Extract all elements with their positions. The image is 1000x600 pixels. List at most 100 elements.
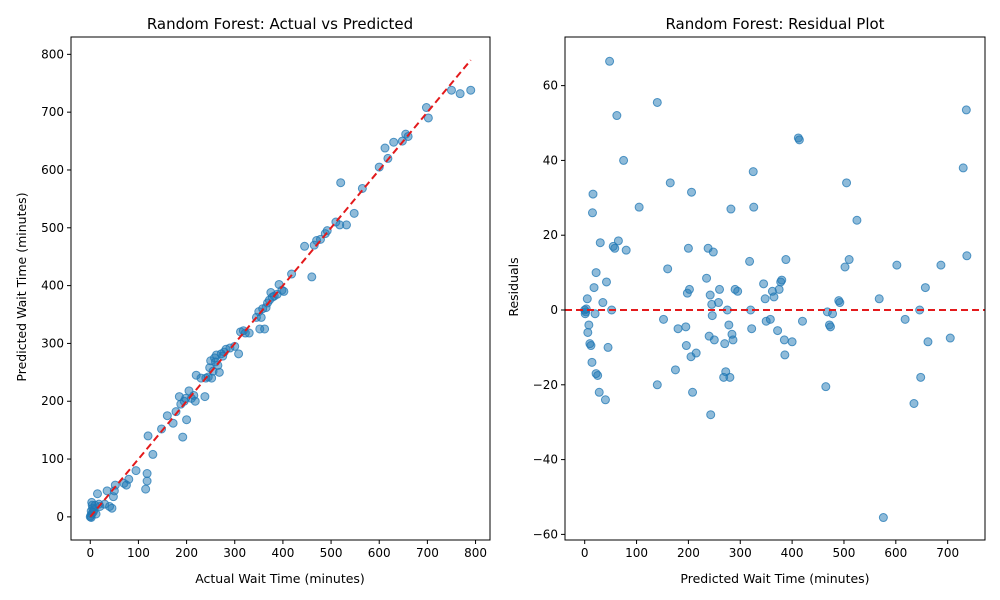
data-point — [380, 143, 390, 153]
data-point — [787, 337, 797, 347]
data-point — [707, 311, 717, 321]
data-point — [148, 449, 158, 459]
chart-title: Random Forest: Residual Plot — [665, 15, 884, 33]
data-point — [769, 292, 779, 302]
data-point — [779, 335, 789, 345]
y-tick-label: −20 — [533, 378, 558, 392]
data-point — [162, 411, 172, 421]
data-point — [774, 284, 784, 294]
x-tick-label: 400 — [781, 546, 804, 560]
data-point — [878, 513, 888, 523]
data-point — [713, 298, 723, 308]
data-point — [107, 503, 117, 513]
data-point — [583, 327, 593, 337]
x-tick-label: 0 — [581, 546, 589, 560]
data-point — [958, 163, 968, 173]
data-point — [842, 178, 852, 188]
data-point — [455, 89, 465, 99]
data-point — [688, 387, 698, 397]
data-point — [852, 215, 862, 225]
data-point — [844, 255, 854, 265]
data-point — [681, 341, 691, 351]
data-point — [423, 113, 433, 123]
reference-line-path — [89, 59, 472, 518]
data-point — [821, 382, 831, 392]
data-point — [659, 314, 669, 324]
data-point — [591, 268, 601, 278]
x-tick-label: 200 — [677, 546, 700, 560]
y-tick-label: 20 — [543, 228, 558, 242]
x-tick-label: 0 — [86, 546, 94, 560]
data-point — [580, 309, 590, 319]
data-point — [214, 367, 224, 377]
data-point — [466, 85, 476, 95]
y-tick-label: 300 — [41, 336, 64, 350]
y-tick-label: 100 — [41, 452, 64, 466]
data-point — [687, 187, 697, 197]
data-point — [726, 204, 736, 214]
x-tick-label: 700 — [416, 546, 439, 560]
data-point — [663, 264, 673, 274]
data-point — [681, 322, 691, 332]
data-point — [621, 245, 631, 255]
data-point — [706, 410, 716, 420]
data-point — [962, 251, 972, 261]
data-point — [652, 97, 662, 107]
y-tick-label: 500 — [41, 221, 64, 235]
y-tick-label: 600 — [41, 163, 64, 177]
plot-frame — [70, 36, 491, 541]
x-tick-label: 100 — [625, 546, 648, 560]
data-point — [178, 432, 188, 442]
data-point — [759, 279, 769, 289]
x-tick-label: 600 — [884, 546, 907, 560]
y-axis-title: Residuals — [506, 257, 521, 316]
data-point — [945, 333, 955, 343]
data-point — [143, 431, 153, 441]
y-tick-label: 400 — [41, 279, 64, 293]
x-tick-label: 800 — [464, 546, 487, 560]
data-point — [600, 395, 610, 405]
data-point — [124, 474, 134, 484]
x-tick-label: 200 — [175, 546, 198, 560]
data-point — [234, 349, 244, 359]
data-point — [765, 314, 775, 324]
x-tick-label: 600 — [368, 546, 391, 560]
axis-ticks: 0 100 200 300 400 500 600 700 800 0 100 200 300 400 50… — [41, 47, 487, 560]
data-point — [773, 326, 783, 336]
data-point — [341, 220, 351, 230]
data-point — [874, 294, 884, 304]
data-point — [593, 370, 603, 380]
data-point — [760, 294, 770, 304]
y-tick-label: 40 — [543, 153, 558, 167]
data-point — [336, 178, 346, 188]
data-point — [605, 56, 615, 66]
data-point — [670, 365, 680, 375]
data-point — [840, 262, 850, 272]
data-point — [300, 241, 310, 251]
data-point — [613, 236, 623, 246]
y-tick-label: 200 — [41, 394, 64, 408]
scatter-points — [85, 85, 476, 522]
plot-frame — [564, 36, 986, 541]
data-point — [171, 407, 181, 417]
x-tick-label: 100 — [127, 546, 150, 560]
data-point — [916, 372, 926, 382]
data-point — [389, 137, 399, 147]
data-point — [720, 339, 730, 349]
data-point — [634, 202, 644, 212]
y-tick-label: 800 — [41, 47, 64, 61]
data-point — [665, 178, 675, 188]
y-tick-label: 60 — [543, 79, 558, 93]
data-point — [780, 350, 790, 360]
data-point — [131, 466, 141, 476]
data-point — [781, 255, 791, 265]
data-point — [825, 322, 835, 332]
axis-ticks: 0 100 200 300 400 500 600 700 −60 −40 −20 0 20 40 60 — [533, 79, 959, 560]
data-point — [142, 469, 152, 479]
data-point — [584, 320, 594, 330]
y-tick-label: 700 — [41, 105, 64, 119]
data-point — [733, 286, 743, 296]
data-point — [307, 272, 317, 282]
data-point — [182, 415, 192, 425]
data-point — [683, 243, 693, 253]
